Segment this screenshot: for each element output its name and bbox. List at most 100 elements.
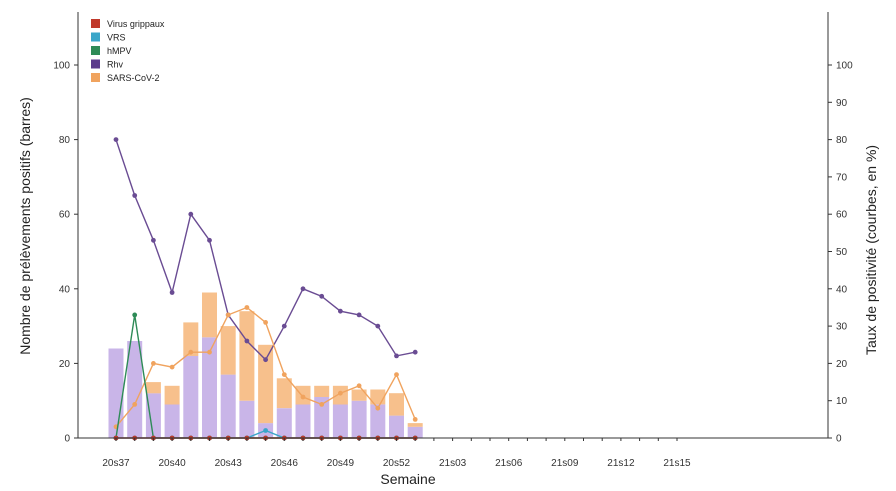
bar-rhv bbox=[202, 337, 217, 438]
legend-label: VRS bbox=[107, 33, 126, 43]
bar-rhv bbox=[370, 404, 386, 438]
bar-rhv bbox=[239, 400, 255, 438]
bar-sars-cov-2 bbox=[183, 322, 199, 356]
bar-rhv bbox=[145, 393, 161, 438]
x-tick-label: 20s46 bbox=[271, 458, 299, 469]
point-rhv bbox=[132, 193, 138, 198]
bar-rhv bbox=[314, 397, 330, 438]
x-tick-label: 20s52 bbox=[383, 458, 411, 469]
bar-sars-cov-2 bbox=[314, 385, 330, 397]
point-rhv bbox=[188, 211, 194, 217]
y-left-tick-label: 0 bbox=[64, 434, 70, 445]
legend-swatch bbox=[91, 73, 100, 82]
x-tick-label: 21s03 bbox=[439, 458, 467, 469]
bar-sars-cov-2 bbox=[145, 382, 161, 394]
legend-swatch bbox=[91, 32, 100, 42]
ticks-layer: 0 20 40 60 80 100 0 10 20 30 40 50 60 70 80 90 100 20s37 2… bbox=[53, 61, 853, 470]
bar-rhv bbox=[295, 404, 311, 438]
line-rhv bbox=[115, 139, 416, 361]
bar-sars-cov-2 bbox=[202, 292, 217, 338]
y-left-tick-label: 40 bbox=[59, 284, 71, 295]
legend-swatch bbox=[91, 46, 100, 55]
legend-label: Rhv bbox=[107, 60, 124, 70]
point-rhv bbox=[412, 349, 418, 355]
point-rhv bbox=[319, 293, 325, 299]
x-tick-label: 20s49 bbox=[327, 458, 355, 469]
legend-label: Virus grippaux bbox=[107, 19, 165, 29]
x-tick-label: 21s12 bbox=[607, 458, 635, 469]
bar-sars-cov-2 bbox=[258, 344, 274, 424]
bar-sars-cov-2 bbox=[407, 423, 423, 427]
y-left-tick-label: 60 bbox=[59, 210, 71, 221]
y-axis-label-right: Taux de positivité (courbes, en %) bbox=[863, 145, 879, 355]
y-left-tick-label: 100 bbox=[53, 61, 70, 72]
point-rhv bbox=[300, 286, 306, 292]
bar-rhv bbox=[351, 400, 367, 438]
y-right-tick-label: 70 bbox=[836, 172, 848, 183]
bar-sars-cov-2 bbox=[164, 385, 180, 405]
point-rhv bbox=[338, 308, 343, 314]
bar-sars-cov-2 bbox=[389, 393, 404, 416]
bar-sars-cov-2 bbox=[239, 311, 255, 401]
bar-rhv bbox=[183, 355, 199, 438]
point-hmpv bbox=[132, 312, 138, 318]
point-rhv bbox=[281, 323, 287, 329]
point-sars-cov-2 bbox=[319, 402, 325, 407]
x-axis-label: Semaine bbox=[380, 471, 435, 487]
bar-rhv bbox=[276, 408, 292, 438]
y-right-tick-label: 20 bbox=[836, 359, 848, 370]
point-sars-cov-2 bbox=[263, 320, 268, 325]
point-sars-cov-2 bbox=[207, 349, 212, 355]
bar-sars-cov-2 bbox=[351, 389, 367, 401]
y-right-tick-label: 0 bbox=[836, 434, 842, 445]
point-rhv bbox=[244, 338, 250, 344]
y-right-tick-label: 60 bbox=[836, 210, 848, 221]
point-sars-cov-2 bbox=[394, 372, 399, 377]
bar-sars-cov-2 bbox=[220, 326, 236, 375]
point-sars-cov-2 bbox=[244, 305, 250, 310]
point-rhv bbox=[356, 312, 362, 318]
bar-rhv bbox=[332, 404, 348, 438]
x-tick-label: 21s15 bbox=[663, 458, 691, 469]
y-right-tick-label: 10 bbox=[836, 396, 848, 407]
y-right-tick-label: 40 bbox=[836, 284, 848, 295]
point-sars-cov-2 bbox=[169, 364, 175, 370]
y-right-tick-label: 90 bbox=[836, 98, 848, 109]
point-sars-cov-2 bbox=[412, 417, 418, 422]
y-left-tick-label: 20 bbox=[59, 359, 71, 370]
bar-sars-cov-2 bbox=[276, 378, 292, 409]
y-right-tick-label: 50 bbox=[836, 247, 848, 258]
x-tick-label: 21s09 bbox=[551, 458, 579, 469]
point-sars-cov-2 bbox=[300, 394, 306, 400]
y-right-tick-label: 80 bbox=[836, 135, 848, 146]
legend-label: SARS-CoV-2 bbox=[107, 73, 160, 83]
point-sars-cov-2 bbox=[225, 312, 231, 318]
x-tick-label: 21s06 bbox=[495, 458, 523, 469]
legend-swatch bbox=[91, 19, 100, 28]
point-sars-cov-2 bbox=[281, 372, 287, 377]
point-rhv bbox=[113, 137, 119, 143]
legend: Virus grippaux VRS hMPV Rhv SARS-CoV-2 bbox=[91, 19, 165, 83]
y-right-tick-label: 30 bbox=[836, 322, 848, 333]
point-vrs bbox=[263, 428, 268, 433]
point-sars-cov-2 bbox=[338, 390, 343, 396]
legend-swatch bbox=[91, 59, 100, 69]
point-sars-cov-2 bbox=[188, 349, 194, 355]
bar-rhv bbox=[164, 404, 180, 438]
legend-label: hMPV bbox=[107, 46, 132, 56]
point-rhv bbox=[169, 290, 175, 295]
point-sars-cov-2 bbox=[132, 402, 138, 407]
point-rhv bbox=[394, 353, 399, 359]
x-tick-label: 20s43 bbox=[215, 458, 243, 469]
bars-layer bbox=[108, 292, 423, 438]
y-left-tick-label: 80 bbox=[59, 135, 71, 146]
y-right-tick-label: 100 bbox=[836, 61, 853, 72]
x-tick-label: 20s37 bbox=[102, 458, 130, 469]
bar-rhv bbox=[127, 341, 143, 438]
bar-rhv bbox=[389, 415, 404, 438]
bar-rhv bbox=[407, 426, 423, 438]
point-rhv bbox=[375, 323, 381, 329]
x-tick-label: 20s40 bbox=[158, 458, 186, 469]
point-sars-cov-2 bbox=[356, 383, 362, 389]
